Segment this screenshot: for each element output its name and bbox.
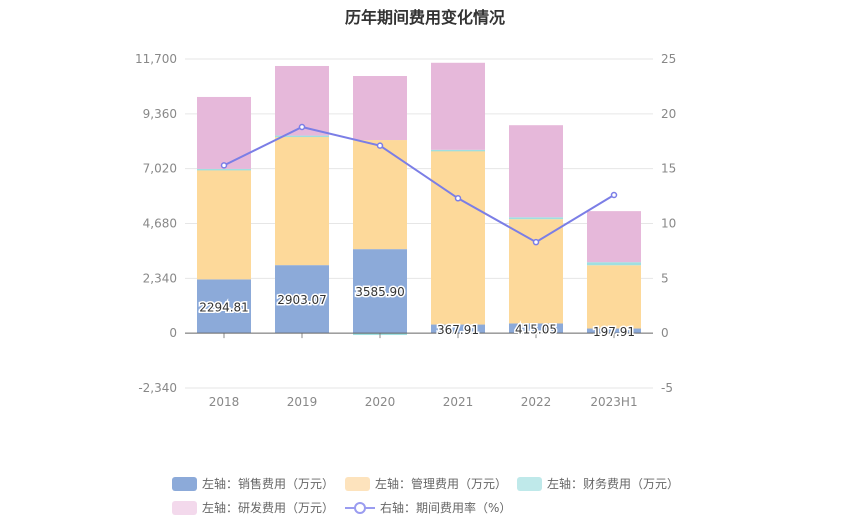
bar-segment-finance xyxy=(275,135,329,138)
right-tick-label: 15 xyxy=(661,162,676,176)
bar-segment-rd xyxy=(509,125,563,218)
bar-segment-sales xyxy=(431,324,485,334)
legend-item-finance[interactable]: 左轴：财务费用（万元） xyxy=(517,475,679,492)
legend-item-management[interactable]: 左轴：管理费用（万元） xyxy=(345,475,507,492)
bar-segment-rd xyxy=(197,96,251,169)
x-tick-label: 2018 xyxy=(209,395,240,409)
bar-segment-sales xyxy=(275,265,329,334)
data-label: 3585.90 xyxy=(355,285,405,299)
chart-title: 历年期间费用变化情况 xyxy=(344,8,505,27)
right-tick-label: 5 xyxy=(661,271,669,285)
legend-item-rate[interactable]: 右轴：期间费用率（%） xyxy=(345,499,511,516)
legend-item-rd[interactable]: 左轴：研发费用（万元） xyxy=(172,499,334,516)
legend-swatch-management xyxy=(345,476,370,491)
bar-segment-management xyxy=(509,219,563,324)
bar-segment-management xyxy=(275,136,329,266)
bar-segment-finance xyxy=(431,149,485,152)
x-tick-label: 2023H1 xyxy=(590,395,637,409)
left-tick-label: 0 xyxy=(169,326,177,340)
left-tick-label: 9,360 xyxy=(143,107,177,121)
right-tick-label: 25 xyxy=(661,52,676,66)
legend-label: 左轴：研发费用（万元） xyxy=(202,501,335,515)
rate-line xyxy=(223,125,615,244)
right-tick-label: 20 xyxy=(661,107,676,121)
bar-segment-sales xyxy=(197,279,251,334)
right-tick-label: 0 xyxy=(661,326,669,340)
legend-label: 左轴：财务费用（万元） xyxy=(547,477,680,491)
bar-segment-rd xyxy=(587,211,641,263)
data-label: 197.91 xyxy=(593,325,635,339)
bar-segment-management xyxy=(431,150,485,325)
bar-segment-sales xyxy=(587,328,641,334)
legend-label: 左轴：销售费用（万元） xyxy=(202,477,335,491)
x-tick-label: 2020 xyxy=(365,395,396,409)
bar-segment-finance xyxy=(509,217,563,220)
left-tick-label: 4,680 xyxy=(143,217,177,231)
rate-point xyxy=(376,142,384,149)
left-tick-label: 7,020 xyxy=(143,162,177,176)
x-tick-label: 2021 xyxy=(443,395,474,409)
bar-segment-finance xyxy=(197,168,251,171)
legend-label: 左轴：管理费用（万元） xyxy=(375,477,508,491)
bar-segment-finance xyxy=(587,262,641,266)
rate-point xyxy=(298,123,306,131)
legend-item-sales[interactable]: 左轴：销售费用（万元） xyxy=(172,475,334,492)
x-tick-label: 2022 xyxy=(521,395,552,409)
legend-line-icon xyxy=(345,501,375,514)
rate-point xyxy=(610,191,618,199)
bar-segment-rd xyxy=(431,62,485,150)
bar-segment-rd xyxy=(353,76,407,141)
right-tick-label: 10 xyxy=(661,217,676,231)
bar-segment-management xyxy=(587,265,641,329)
legend-swatch-finance xyxy=(517,476,542,491)
bar-segment-management xyxy=(353,140,407,250)
data-label: 2903.07 xyxy=(277,293,327,307)
data-label: 2294.81 xyxy=(199,300,249,314)
right-tick-label: -5 xyxy=(661,381,673,395)
rate-point xyxy=(220,162,228,169)
legend-swatch-sales xyxy=(172,476,197,491)
bar-segment-sales xyxy=(509,323,563,334)
legend-swatch-rd xyxy=(172,500,197,515)
x-tick-label: 2019 xyxy=(287,395,318,409)
legend-label: 右轴：期间费用率（%） xyxy=(380,501,512,515)
data-label: 367.91 xyxy=(437,323,479,337)
bar-segment-management xyxy=(197,170,251,280)
rate-point xyxy=(532,238,540,246)
left-tick-label: 11,700 xyxy=(135,52,177,66)
data-label: 415.05 xyxy=(515,322,557,336)
bar-segment-sales xyxy=(353,249,407,334)
rate-point xyxy=(454,195,462,202)
left-tick-label: 2,340 xyxy=(143,271,177,285)
left-tick-label: -2,340 xyxy=(138,381,177,395)
